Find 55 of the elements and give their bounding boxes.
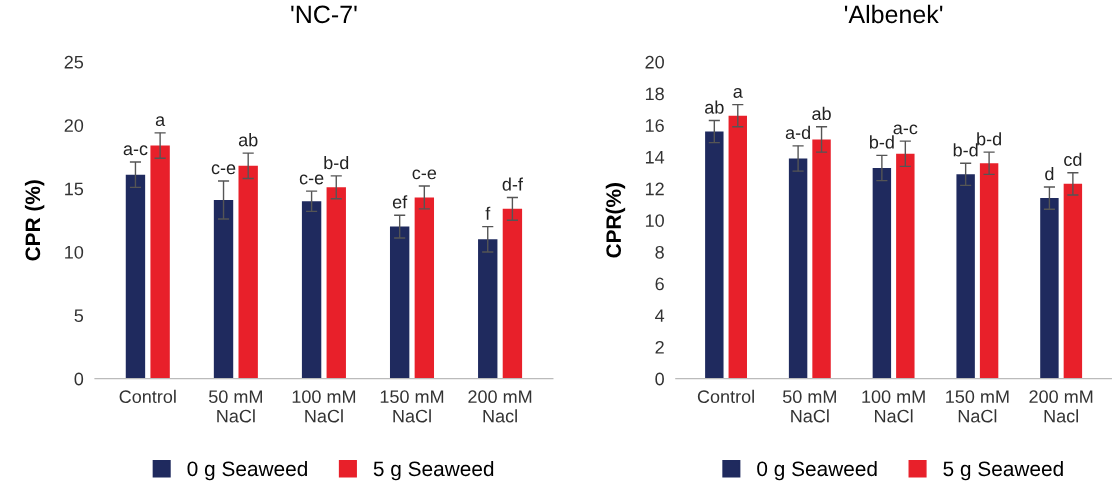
x-tick-label: 50 mM NaCl (208, 390, 262, 423)
data-label: a-c (123, 145, 148, 156)
data-label: ab (812, 106, 831, 121)
data-label: a (733, 88, 743, 98)
data-label: b-d (324, 155, 349, 170)
chart-title: 'NC-7' (291, 5, 357, 24)
x-tick-label: 100 mM NaCl (292, 390, 356, 423)
x-tick-label: 150 mM NaCl (946, 390, 1009, 423)
data-label: a-d (785, 125, 810, 140)
y-axis-title: CPR (%) (24, 180, 45, 261)
y-tick-label: 12 (645, 182, 664, 196)
data-label: b-d (953, 143, 978, 157)
legend-label: 5 g Seaweed (373, 460, 494, 481)
y-axis-title: CPR(%) (605, 183, 626, 258)
data-label: ab (705, 100, 724, 114)
y-tick-label: 18 (645, 87, 664, 101)
y-tick-label: 20 (64, 119, 84, 132)
y-tick-label: 15 (65, 182, 84, 196)
x-tick-label: 150 mM NaCl (380, 390, 444, 423)
data-label: ef (392, 195, 408, 209)
legend-label: 0 g Seaweed (757, 460, 877, 481)
y-tick-label: 2 (655, 340, 664, 354)
data-label: cd (1064, 152, 1082, 167)
y-tick-label: 16 (645, 119, 664, 132)
y-tick-label: 10 (65, 245, 84, 259)
data-label: b-d (977, 132, 1001, 146)
legend-label: 0 g Seaweed (187, 460, 307, 481)
data-label: c-e (211, 164, 236, 175)
chart-title: 'Albenek' (844, 4, 943, 24)
legend-label: 5 g Seaweed (943, 460, 1063, 481)
x-tick-label: 100 mM NaCl (862, 390, 925, 423)
data-label: d (1045, 167, 1054, 181)
data-label: ab (238, 133, 258, 147)
y-tick-label: 0 (655, 372, 664, 386)
y-tick-label: 6 (655, 277, 664, 291)
y-tick-label: 14 (645, 151, 665, 164)
data-label: c-e (412, 169, 437, 180)
data-label: a (155, 116, 166, 127)
y-tick-label: 25 (64, 55, 84, 69)
data-label: a-c (893, 124, 918, 135)
data-label: f (485, 206, 491, 220)
x-tick-label: 200 mM Nacl (468, 390, 532, 423)
x-tick-label: 50 mM NaCl (782, 390, 836, 423)
y-tick-label: 10 (645, 214, 664, 227)
data-label: d-f (502, 177, 523, 191)
y-tick-label: 8 (655, 245, 664, 259)
x-tick-label: Control (697, 389, 754, 404)
y-tick-label: 20 (645, 55, 664, 69)
y-tick-label: 4 (655, 309, 665, 322)
data-label: c-e (299, 174, 324, 185)
x-tick-label: Control (119, 389, 176, 404)
y-tick-label: 5 (74, 309, 84, 323)
x-tick-label: 200 mM Nacl (1029, 390, 1093, 423)
y-tick-label: 0 (74, 372, 84, 386)
data-label: b-d (869, 135, 894, 149)
